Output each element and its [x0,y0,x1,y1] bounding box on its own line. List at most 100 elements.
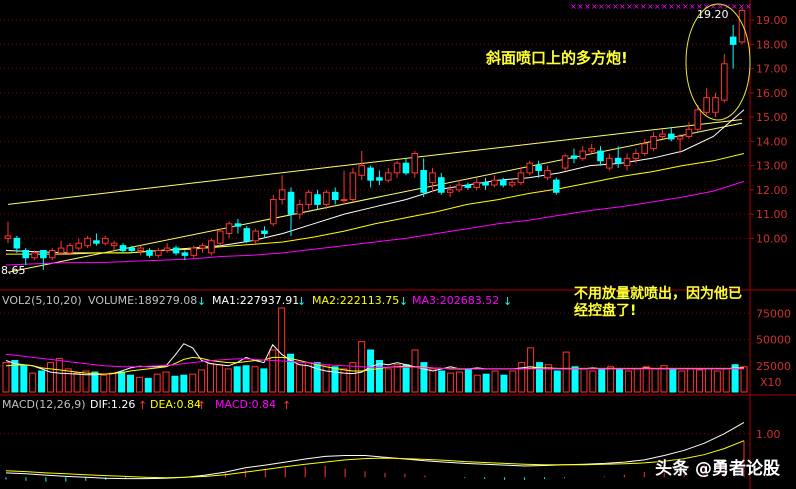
volume-bar [64,368,72,393]
candle-body [163,247,171,251]
vol-header-title: VOL2(5,10,20) [2,294,82,307]
top-marker-x: × [570,2,577,11]
price-tick-label: 16.00 [756,87,788,100]
volume-bar [180,374,188,393]
candle-body [128,247,136,251]
top-marker-x: × [654,2,661,11]
candle-body [4,235,12,239]
candle-body [703,97,710,113]
candle-body [367,167,374,181]
volume-bar [669,368,677,393]
macd-up-arrow: ↑ [197,399,206,412]
candle-body [137,247,144,251]
candle-body [358,165,366,176]
volume-bar [393,364,401,393]
volume-bar [109,372,117,393]
highlight-ellipse [685,3,751,121]
volume-tick-label: 50000 [756,334,791,347]
vol-down-arrow: ↓ [297,295,306,308]
top-marker-x: × [717,2,724,11]
price-tick-label: 18.00 [756,38,788,51]
candle-body [119,245,127,251]
price-tick-label: 11.00 [756,208,788,221]
candle-body [712,97,719,113]
top-marker-x: × [626,2,633,11]
volume-bar [411,349,419,393]
volume-bar [215,364,223,393]
candle-body [384,172,392,181]
volume-bar [295,364,303,393]
volume-bar [153,373,161,393]
candle-body [57,247,65,254]
volume-unit-label: X10 [760,376,782,389]
top-marker-x: × [591,2,598,11]
volume-bar [509,370,517,393]
top-marker-x: × [633,2,640,11]
candle-body [552,179,560,193]
candle-body [464,184,472,188]
volume-bar [589,370,597,393]
volume-bar [55,357,63,393]
volume-bar [269,349,277,393]
volume-bar [135,376,143,393]
candle-body [535,165,542,171]
candle-body [411,152,419,174]
candle-body [331,191,339,201]
candle-body [517,172,525,184]
candle-body [641,143,649,154]
candle-body [93,240,100,244]
volume-bar [278,307,286,393]
volume-bar [233,366,241,393]
candle-body [659,133,666,138]
volume-bar [29,372,37,393]
volume-bar [455,371,463,393]
volume-bar [384,368,392,393]
volume-bar [544,364,552,393]
candle-body [314,194,321,205]
candle-body [667,133,675,140]
candle-body [84,237,91,247]
volume-bar [91,371,99,393]
candle-body [499,179,507,186]
price-tick-label: 12.00 [756,184,788,197]
volume-bar [722,368,730,393]
volume-bar [349,362,357,393]
volume-bar [242,365,250,393]
volume-bar [38,370,46,393]
volume-bar [651,368,659,393]
candle-body [420,169,427,193]
volume-bar [624,370,632,393]
macd-header-dea: DEA:0.84 [150,398,201,411]
volume-bar [331,366,339,393]
candle-body [66,245,74,254]
candle-body [225,223,233,235]
candle-body [623,157,631,167]
volume-bar [420,362,428,393]
volume-bar [731,364,739,393]
top-marker-x: × [689,2,696,11]
volume-bar [482,373,490,393]
price-high-mark: 19.20 [697,8,729,21]
top-marker-x: × [675,2,682,11]
volume-bar [713,370,721,393]
volume-bar [607,366,615,393]
top-marker-x: × [731,2,738,11]
candle-body [155,249,162,256]
volume-bar [678,370,686,393]
candle-body [208,240,215,254]
trendline [7,119,743,205]
top-marker-x: × [682,2,689,11]
volume-bar [20,365,28,393]
candle-body [349,172,357,201]
volume-bar [535,362,543,393]
candle-body [491,179,498,186]
volume-bar [126,374,134,393]
volume-tick-label: 25000 [756,360,791,373]
volume-bar [553,370,561,393]
candle-body [296,203,304,215]
vol-down-arrow: ↓ [503,295,512,308]
candle-body [694,109,702,130]
volume-bar [660,365,668,393]
watermark: 头条 @勇者论股 [655,459,780,479]
top-marker-x: × [584,2,591,11]
